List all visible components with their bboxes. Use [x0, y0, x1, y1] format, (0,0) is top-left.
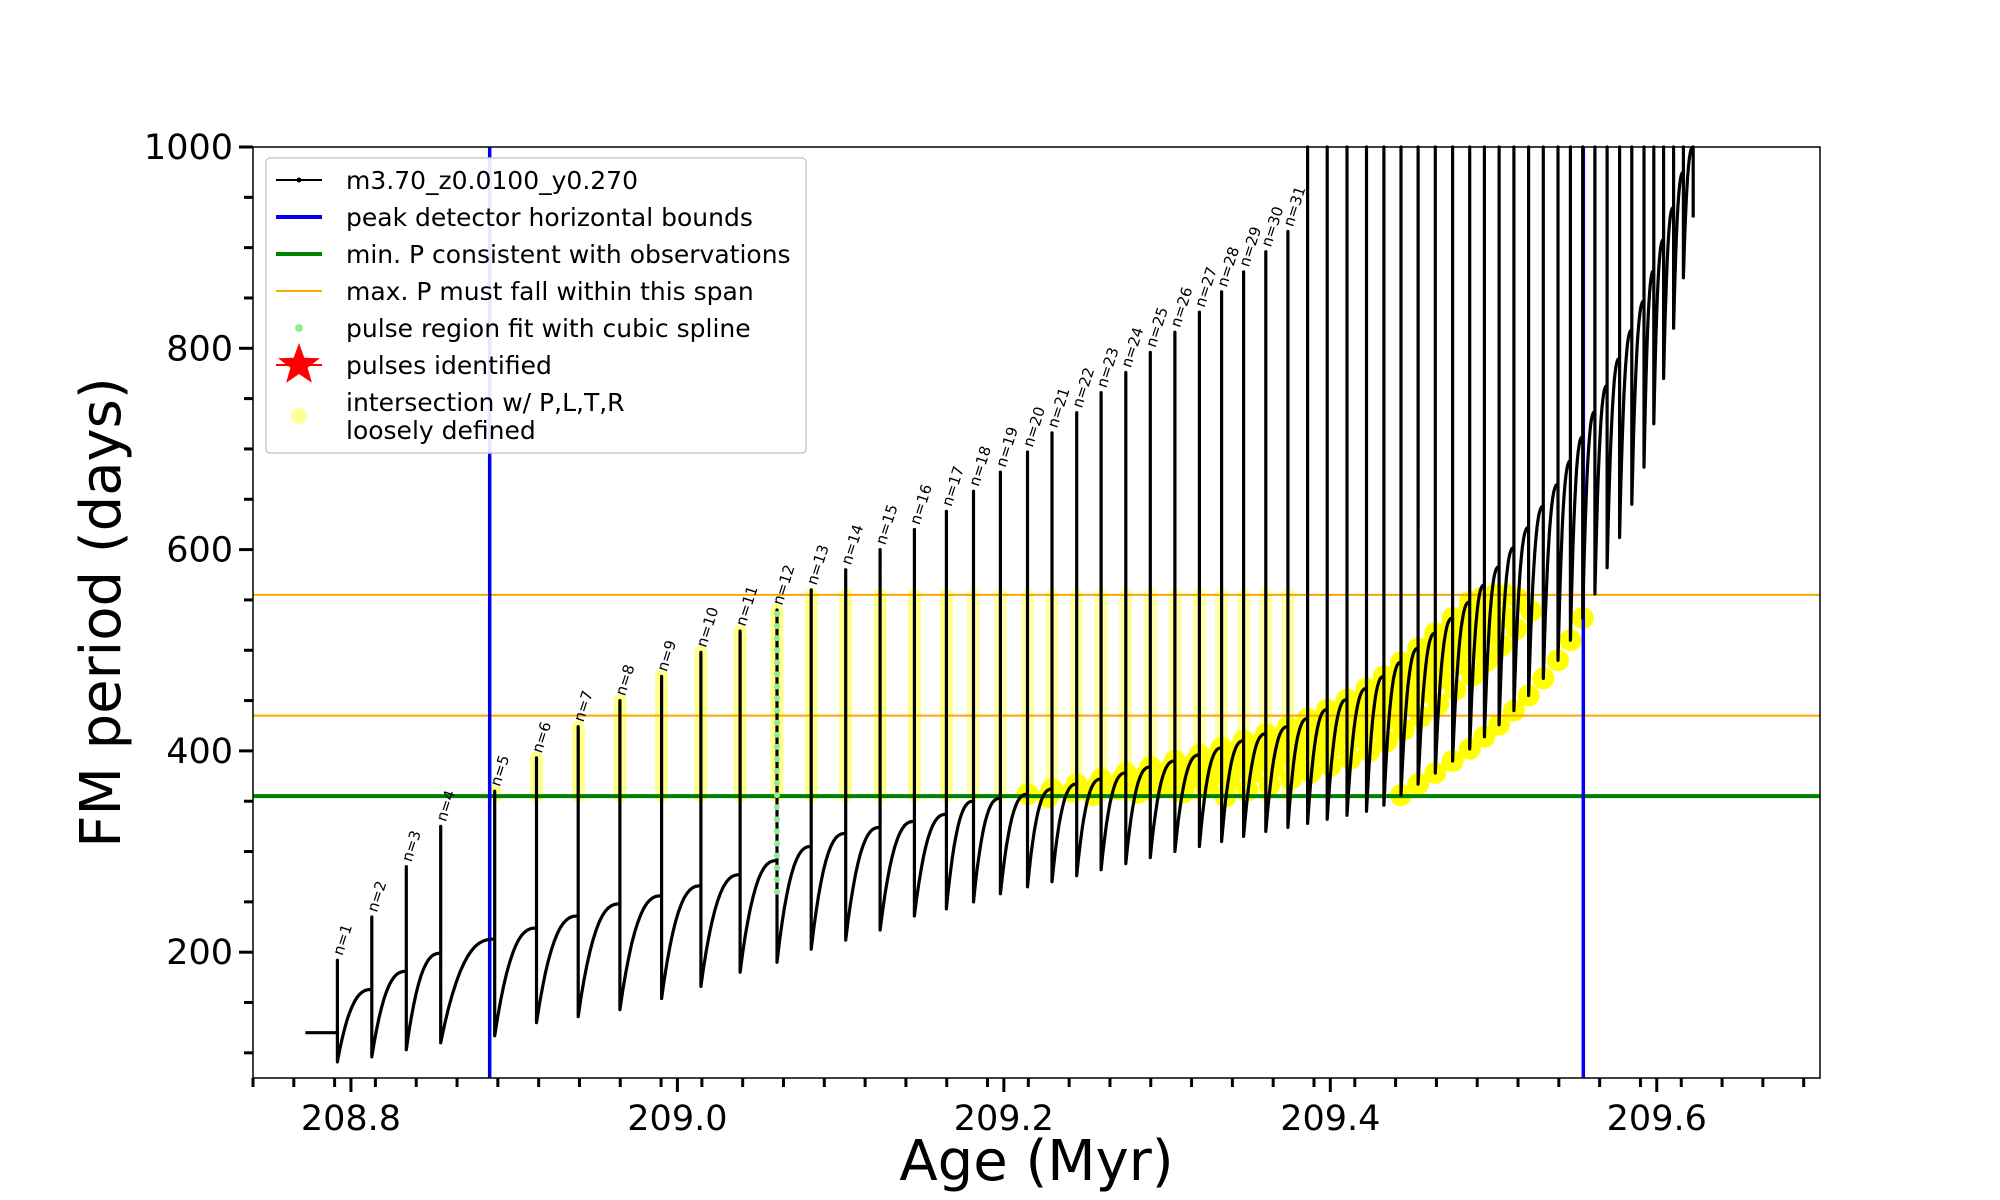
spline-layer [773, 611, 780, 895]
spline-point [773, 647, 780, 654]
spline-point [773, 695, 780, 702]
legend-label: m3.70_z0.0100_y0.270 [346, 166, 638, 195]
spline-point [773, 671, 780, 678]
legend-box [265, 157, 807, 454]
pulse-label: n=6 [528, 719, 555, 755]
legend-dot-handle [296, 177, 302, 183]
legend-label: intersection w/ P,L,T,R loosely defined [346, 388, 625, 445]
pulse-label: n=8 [612, 662, 639, 698]
spline-point [773, 659, 780, 666]
spline-point [773, 611, 780, 618]
axes-layer: 208.8 209.0 209.2 209.4 209.6 200 400 600 800 100… [144, 128, 1806, 1139]
pulse-label: n=24 [1117, 325, 1147, 370]
spline-point [773, 852, 780, 859]
y-tick-label: 200 [166, 933, 233, 973]
pulse-label: n=12 [769, 563, 799, 608]
pulse-label: n=4 [432, 788, 459, 824]
pulse-label: n=22 [1068, 365, 1098, 410]
spline-point [773, 623, 780, 630]
legend-label: min. P consistent with observations [346, 240, 791, 269]
legend-label: peak detector horizontal bounds [346, 203, 753, 232]
spline-point [773, 719, 780, 726]
pulse-label: n=3 [398, 828, 425, 864]
x-tick-label: 209.2 [954, 1099, 1054, 1139]
legend-dot-handle [295, 324, 303, 332]
pulse-label: n=7 [570, 688, 597, 724]
spline-point [773, 780, 780, 787]
spline-point [773, 731, 780, 738]
pulse-label: n=13 [803, 542, 833, 587]
spline-point [773, 683, 780, 690]
spline-point [773, 840, 780, 847]
pulse-label: n=9 [653, 638, 680, 674]
x-tick-label: 208.8 [301, 1099, 401, 1139]
y-axis-title: FM period (days) [69, 377, 134, 847]
y-tick-label: 400 [166, 732, 233, 772]
pulse-label: n=11 [732, 584, 762, 629]
pulse-label: n=10 [693, 605, 723, 650]
spline-point [773, 755, 780, 762]
x-tick-label: 209.6 [1607, 1099, 1707, 1139]
y-tick-label: 800 [166, 329, 233, 369]
pulse-label: n=21 [1044, 385, 1074, 430]
legend-label-line: peak detector horizontal bounds [346, 203, 753, 232]
pulse-label: n=1 [329, 922, 356, 958]
legend-disk-handle [291, 408, 307, 424]
x-tick-label: 209.4 [1280, 1099, 1380, 1139]
model-track-layer [305, 145, 1695, 1064]
pulse-label: n=2 [363, 879, 390, 915]
spline-point [773, 828, 780, 835]
intersection-highlight-layer [488, 584, 1594, 808]
y-tick-label: 1000 [144, 128, 233, 168]
spline-point [773, 792, 780, 799]
x-axis-title: Age (Myr) [899, 1129, 1173, 1194]
pulse-label: n=23 [1093, 345, 1123, 390]
model-track-line [305, 145, 1695, 1064]
legend-label-line: min. P consistent with observations [346, 240, 791, 269]
spline-point [773, 876, 780, 883]
legend-label: max. P must fall within this span [346, 277, 754, 306]
pulse-label: n=15 [872, 502, 902, 547]
plot-frame [252, 146, 1821, 1079]
spline-point [773, 804, 780, 811]
pulse-label: n=25 [1142, 305, 1172, 350]
pulse-label: n=16 [906, 482, 936, 527]
legend-label-line: m3.70_z0.0100_y0.270 [346, 166, 638, 195]
spline-point [773, 888, 780, 895]
spline-point [773, 768, 780, 775]
x-tick-label: 209.0 [627, 1099, 727, 1139]
legend-label-line: intersection w/ P,L,T,R [346, 388, 625, 417]
pulse-label: n=17 [938, 464, 968, 509]
spline-point [773, 707, 780, 714]
pulse-label: n=31 [1280, 184, 1310, 229]
spline-point [773, 743, 780, 750]
legend-label: pulse region fit with cubic spline [346, 314, 751, 343]
legend-star-icon [278, 343, 320, 383]
pulse-label: n=18 [965, 444, 995, 489]
pulse-label: n=14 [837, 522, 867, 567]
pulse-label: n=20 [1019, 405, 1049, 450]
legend-label-line: max. P must fall within this span [346, 277, 754, 306]
y-tick-label: 600 [166, 531, 233, 571]
legend-label-line: pulse region fit with cubic spline [346, 314, 751, 343]
spline-point [773, 864, 780, 871]
pulse-label: n=26 [1167, 285, 1197, 330]
legend-label: pulses identified [346, 351, 552, 380]
spline-point [773, 816, 780, 823]
legend-label-line: pulses identified [346, 351, 552, 380]
legend-label-line: loosely defined [346, 416, 536, 445]
pulse-label: n=19 [992, 425, 1022, 470]
spline-point [773, 635, 780, 642]
